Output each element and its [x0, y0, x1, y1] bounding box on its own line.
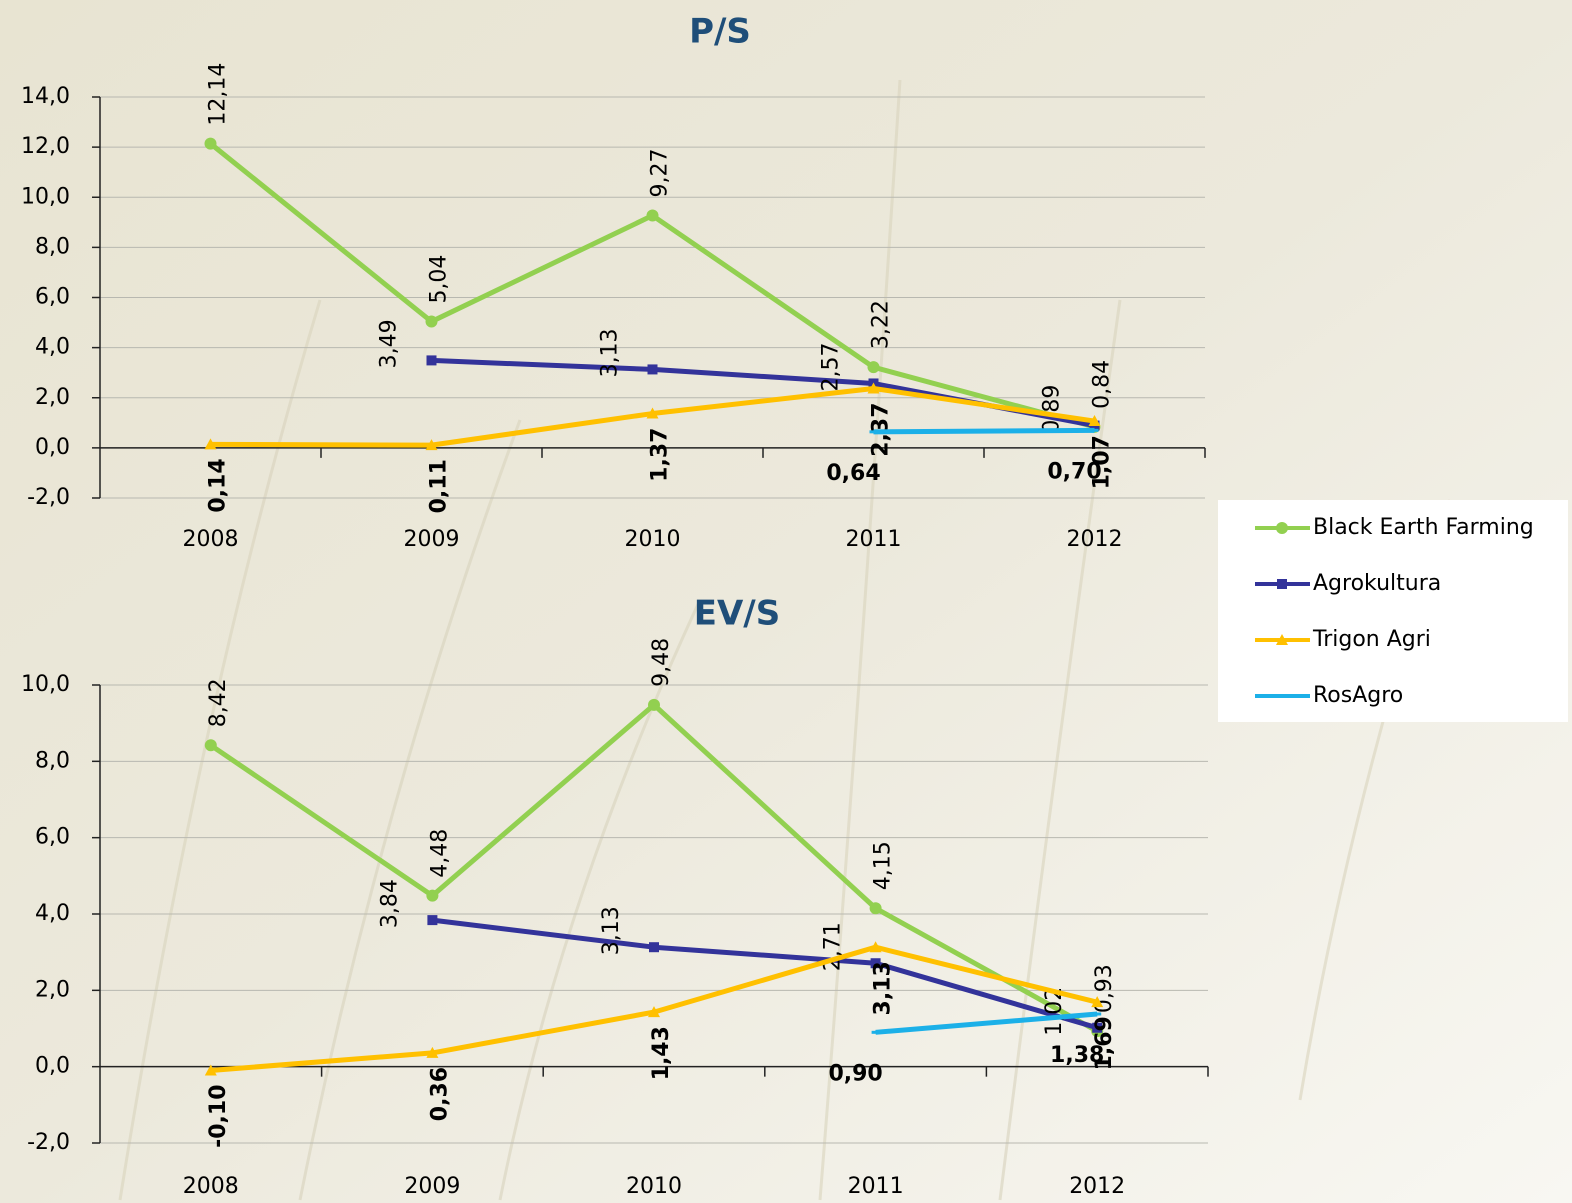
y-tick-label: -2,0	[27, 485, 70, 510]
point-marker	[869, 902, 882, 915]
value-label: 4,48	[427, 829, 452, 878]
y-tick-label: -2,0	[27, 1130, 70, 1155]
point-marker	[426, 1046, 439, 1058]
x-tick-label: 2011	[846, 527, 902, 552]
series-line	[875, 1011, 1098, 1035]
point-marker	[867, 382, 880, 394]
value-label: 1,37	[648, 428, 673, 482]
x-tick-label: 2009	[404, 1174, 460, 1199]
y-tick-label: 4,0	[35, 901, 70, 926]
x-tick-label: 2009	[404, 527, 460, 552]
value-label: 0,89	[1040, 385, 1065, 434]
y-tick-label: 12,0	[21, 134, 70, 159]
y-tick-label: 10,0	[21, 672, 70, 697]
y-tick-label: 6,0	[35, 285, 70, 310]
point-marker	[204, 739, 217, 752]
value-label: 0,36	[427, 1067, 452, 1121]
value-label: 9,27	[648, 149, 673, 198]
point-marker	[871, 1030, 880, 1034]
point-marker	[869, 430, 878, 434]
value-label: 4,15	[871, 841, 896, 890]
x-tick-label: 2011	[848, 1174, 904, 1199]
y-tick-label: 8,0	[35, 234, 70, 259]
legend-box	[1218, 500, 1568, 722]
point-marker	[648, 1006, 660, 1018]
y-tick-label: 8,0	[35, 748, 70, 773]
value-label: 3,22	[869, 300, 894, 349]
value-label: 3,13	[598, 328, 623, 377]
series-line	[873, 427, 1095, 435]
chart-title: EV/S	[694, 594, 780, 634]
x-tick-label: 2008	[183, 527, 239, 552]
point-marker	[425, 315, 438, 328]
legend-marker	[1276, 634, 1288, 645]
value-label: 1,38	[1050, 1043, 1104, 1068]
x-tick-label: 2010	[626, 1174, 682, 1199]
value-label: 3,13	[871, 961, 896, 1015]
chart-title: P/S	[689, 12, 751, 52]
value-label: 0,11	[427, 459, 452, 513]
y-tick-label: 2,0	[35, 385, 70, 410]
point-marker	[204, 1064, 217, 1076]
value-label: 8,42	[206, 678, 231, 727]
point-marker	[1088, 415, 1101, 427]
value-label: 2,57	[819, 342, 844, 391]
y-tick-label: 14,0	[21, 84, 70, 109]
series-line	[432, 917, 1098, 1031]
legend-marker	[1277, 579, 1287, 589]
value-label: 0,70	[1047, 459, 1101, 484]
point-marker	[869, 941, 882, 953]
value-label: 0,90	[828, 1061, 882, 1086]
point-marker	[427, 915, 438, 926]
point-marker	[1090, 428, 1099, 432]
point-marker	[425, 439, 438, 451]
point-marker	[426, 355, 437, 366]
point-marker	[1091, 996, 1104, 1008]
legend-label: Trigon Agri	[1312, 627, 1431, 652]
point-marker	[426, 889, 439, 902]
x-tick-label: 2010	[625, 527, 681, 552]
y-tick-label: 10,0	[21, 184, 70, 209]
point-marker	[647, 364, 658, 375]
y-tick-label: 4,0	[35, 335, 70, 360]
value-label: 5,04	[427, 255, 452, 304]
point-marker	[870, 958, 881, 969]
x-tick-label: 2008	[183, 1174, 239, 1199]
point-marker	[867, 361, 880, 374]
legend-label: RosAgro	[1313, 683, 1403, 708]
point-marker	[1092, 1022, 1103, 1033]
legend-marker	[1276, 522, 1288, 534]
legend: Black Earth Farming Agrokultura Trigon Agr…	[1218, 500, 1568, 722]
y-tick-label: 0,0	[35, 1054, 70, 1079]
x-tick-label: 2012	[1067, 527, 1123, 552]
value-label: 0,14	[206, 458, 231, 512]
value-label: 9,48	[649, 638, 674, 687]
value-label: 3,84	[377, 879, 402, 928]
y-tick-label: 2,0	[35, 977, 70, 1002]
value-label: 1,43	[649, 1026, 674, 1080]
point-marker	[649, 942, 659, 953]
y-tick-label: 6,0	[35, 825, 70, 850]
value-label: 0,84	[1090, 360, 1115, 409]
point-marker	[648, 698, 660, 711]
point-marker	[646, 209, 659, 222]
x-tick-label: 2012	[1069, 1174, 1125, 1199]
value-label: 3,49	[377, 319, 402, 368]
legend-marker	[1278, 694, 1286, 698]
value-label: 3,13	[599, 906, 624, 955]
y-tick-label: 0,0	[35, 435, 70, 460]
point-marker	[646, 407, 659, 419]
value-label: 1,07	[1090, 435, 1115, 489]
value-label: -0,10	[206, 1084, 231, 1147]
legend-label: Black Earth Farming	[1313, 515, 1534, 540]
point-marker	[204, 438, 217, 450]
point-marker	[204, 137, 217, 150]
value-label: 1,69	[1092, 1016, 1117, 1070]
value-label: 12,14	[206, 63, 231, 126]
point-marker	[1093, 1012, 1102, 1016]
value-label: 0,64	[826, 461, 880, 486]
legend-label: Agrokultura	[1313, 571, 1441, 596]
